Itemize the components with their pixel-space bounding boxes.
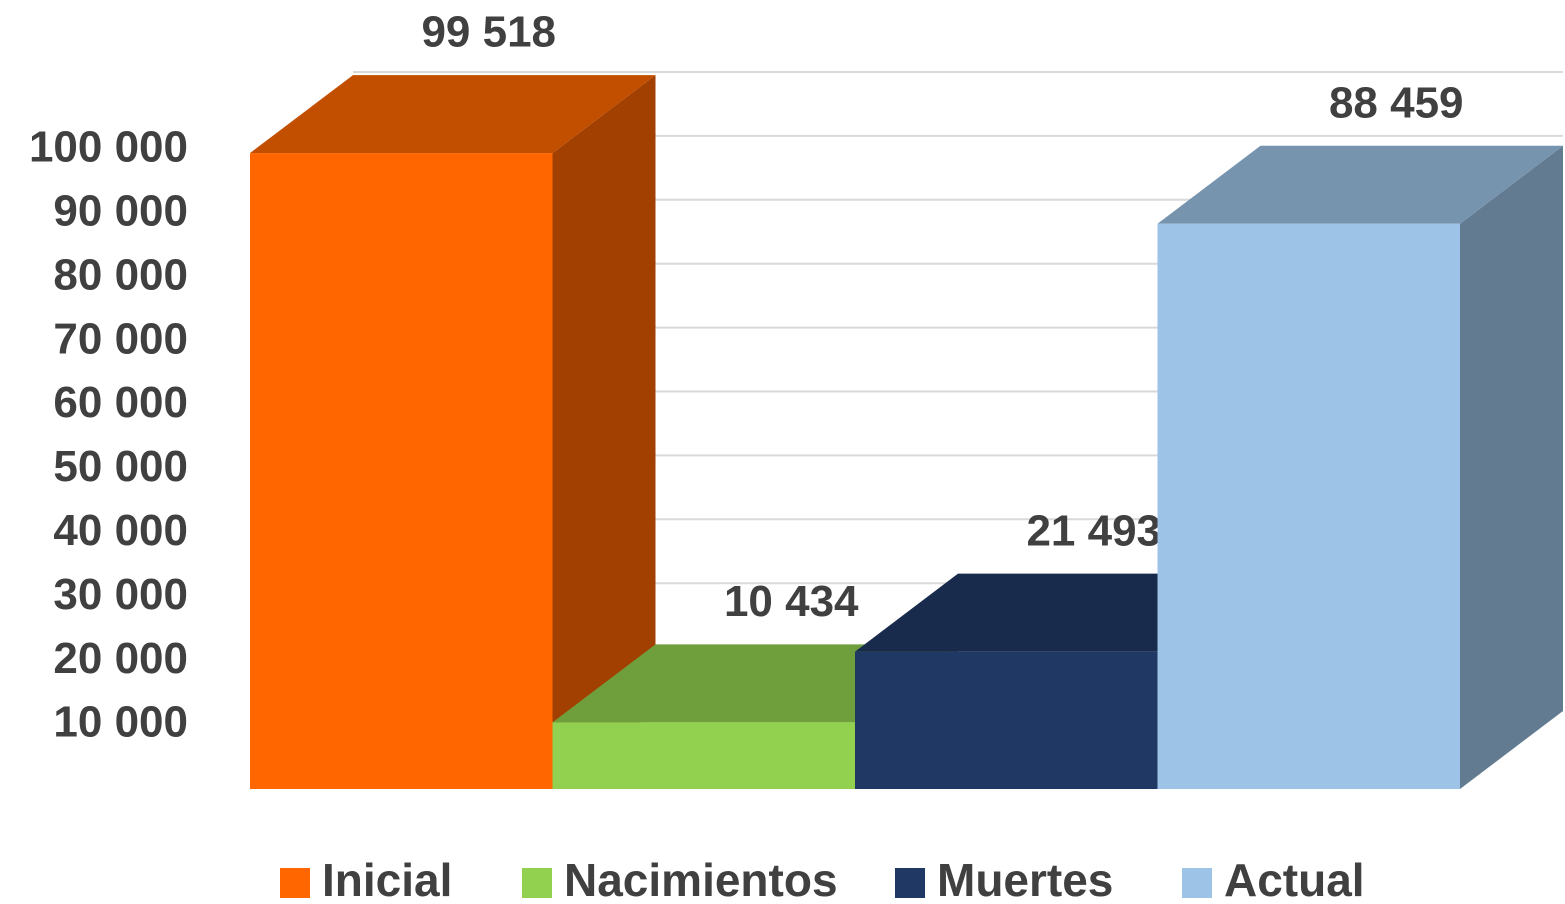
bar: [250, 153, 553, 790]
y-tick-label: 100 000: [29, 123, 188, 172]
y-tick-label: 20 000: [53, 634, 188, 683]
data-label: 88 459: [1329, 78, 1464, 127]
bar-top: [1157, 145, 1563, 224]
bar-side: [552, 75, 656, 790]
legend-swatch: [280, 868, 310, 898]
y-tick-label: 40 000: [53, 506, 188, 555]
legend-swatch: [895, 868, 925, 898]
legend-label: Actual: [1224, 854, 1365, 904]
y-tick-label: 30 000: [53, 570, 188, 619]
y-tick-label: 90 000: [53, 187, 188, 236]
data-label: 21 493: [1026, 506, 1161, 555]
legend-label: Nacimientos: [564, 854, 838, 904]
y-tick-label: 10 000: [53, 698, 188, 747]
bar-side: [1460, 145, 1563, 789]
bar: [855, 651, 1158, 789]
bar: [552, 722, 855, 789]
legend-label: Muertes: [937, 854, 1113, 904]
y-tick-label: 80 000: [53, 250, 188, 299]
y-tick-label: 70 000: [53, 314, 188, 363]
legend-swatch: [522, 868, 552, 898]
legend-label: Inicial: [322, 854, 452, 904]
bar-top: [250, 75, 656, 154]
data-label: 99 518: [421, 8, 556, 57]
y-tick-label: 60 000: [53, 378, 188, 427]
bar: [1157, 223, 1460, 789]
legend-swatch: [1182, 868, 1212, 898]
data-label: 10 434: [724, 577, 859, 626]
y-tick-label: 50 000: [53, 442, 188, 491]
